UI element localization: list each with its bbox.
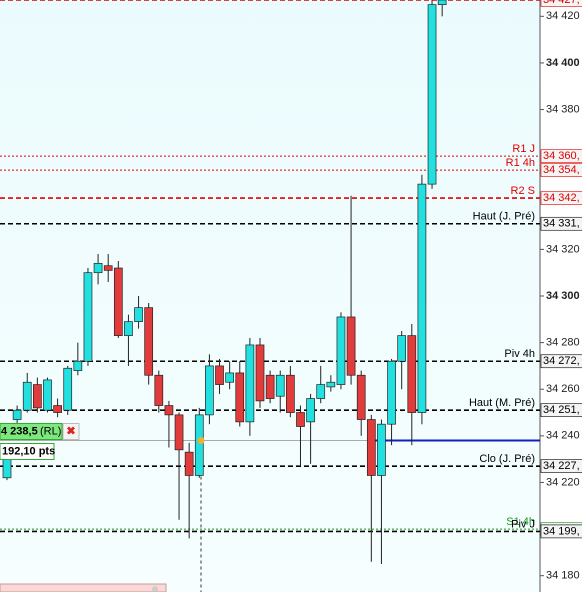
candle-body — [53, 405, 62, 413]
candle-body — [124, 321, 133, 336]
cancel-box[interactable] — [62, 423, 80, 441]
level-label: S1 4h — [506, 516, 535, 528]
candle-body — [12, 409, 22, 420]
y-tick-label: 34 240 — [546, 430, 580, 442]
level-value-box — [540, 459, 582, 473]
level-label: R1 J — [512, 143, 535, 155]
level-value-box — [540, 524, 582, 539]
candle-body — [356, 374, 366, 420]
axis-background — [540, 0, 582, 592]
candle-body — [174, 414, 184, 451]
candle-body — [377, 423, 386, 476]
level-value-box — [540, 403, 582, 418]
y-tick-label: 34 280 — [546, 337, 580, 349]
level-value-label: 34 199, — [543, 525, 580, 537]
cursor-dot — [197, 437, 205, 445]
level-value-label: 34 427, — [543, 0, 580, 6]
y-tick-label: 34 380 — [546, 103, 580, 115]
distance-box — [0, 443, 55, 461]
candle-body — [154, 374, 164, 406]
candle-body — [366, 419, 376, 476]
y-tick-label: 34 400 — [546, 57, 580, 69]
candle-body — [336, 316, 346, 385]
candle-body — [407, 335, 417, 413]
y-tick-label: 34 220 — [546, 476, 580, 488]
candle-body — [63, 367, 73, 411]
level-value-label: 34 342, — [543, 192, 580, 204]
level-value-label: 34 272, — [543, 355, 580, 367]
candle-body — [437, 0, 447, 6]
candle-body — [417, 183, 427, 413]
level-label: Haut (M. Pré) — [469, 397, 535, 409]
level-value-box — [540, 354, 582, 369]
candle-body — [245, 344, 255, 423]
level-value-label: 34 227, — [543, 460, 580, 472]
level-label: Piv 4h — [504, 348, 535, 360]
candle-body — [265, 374, 275, 399]
panel-button[interactable] — [152, 586, 158, 592]
candle-body — [387, 360, 396, 425]
candle-body — [306, 398, 315, 423]
order-box — [0, 423, 63, 441]
candle-body — [275, 374, 285, 397]
bottom-panel — [0, 583, 167, 593]
candle-body — [113, 267, 123, 336]
candle-body — [134, 307, 143, 322]
candle-body — [215, 365, 224, 385]
level-value-box — [540, 149, 582, 163]
level-label: R2 S — [511, 185, 535, 197]
candle-body — [73, 360, 83, 371]
candle-body — [316, 384, 326, 399]
candle-body — [103, 265, 113, 271]
candle-body — [184, 451, 194, 476]
candle-body — [33, 384, 42, 409]
order-price: 4 238,5 — [1, 425, 38, 437]
y-tick-label: 34 420 — [546, 10, 580, 22]
order-tag: (RL) — [40, 425, 61, 437]
level-value-box — [540, 163, 582, 177]
y-tick-label: 34 300 — [546, 290, 580, 302]
candle-body — [225, 372, 234, 383]
level-value-label: 34 251, — [543, 404, 580, 416]
candle-body — [296, 412, 305, 427]
plot-background — [0, 0, 540, 592]
level-value-label: 34 354, — [543, 164, 580, 176]
y-tick-label: 34 260 — [546, 383, 580, 395]
level-value-box — [540, 216, 582, 231]
level-value-label: 34 360, — [543, 150, 580, 162]
level-value-label: 34 331, — [543, 218, 580, 230]
candle-body — [397, 335, 407, 362]
candle-body — [194, 414, 204, 476]
candle-body — [83, 272, 93, 362]
candle-body — [205, 365, 214, 416]
level-label: R1 4h — [506, 157, 535, 169]
level-label: Haut (J. Pré) — [473, 211, 535, 223]
candle-body — [144, 307, 154, 376]
candle-body — [43, 379, 52, 411]
level-value-box — [540, 0, 582, 7]
cancel-icon[interactable]: ✖ — [66, 425, 75, 437]
candle-body — [286, 374, 295, 413]
candle-body — [93, 263, 103, 274]
level-label: Piv J — [511, 518, 535, 530]
level-value-box — [540, 191, 582, 205]
level-label: Clo (J. Pré) — [479, 453, 535, 465]
y-tick-label: 34 320 — [546, 243, 580, 255]
candle-body — [255, 344, 265, 402]
candle-body — [326, 381, 336, 388]
candle-body — [346, 316, 356, 376]
candle-body — [235, 372, 245, 423]
candle-body — [164, 405, 174, 416]
candle-body — [22, 381, 32, 411]
distance-label: 192,10 pts — [2, 445, 55, 457]
y-tick-label: 34 180 — [546, 570, 580, 582]
candle-body — [427, 4, 437, 185]
